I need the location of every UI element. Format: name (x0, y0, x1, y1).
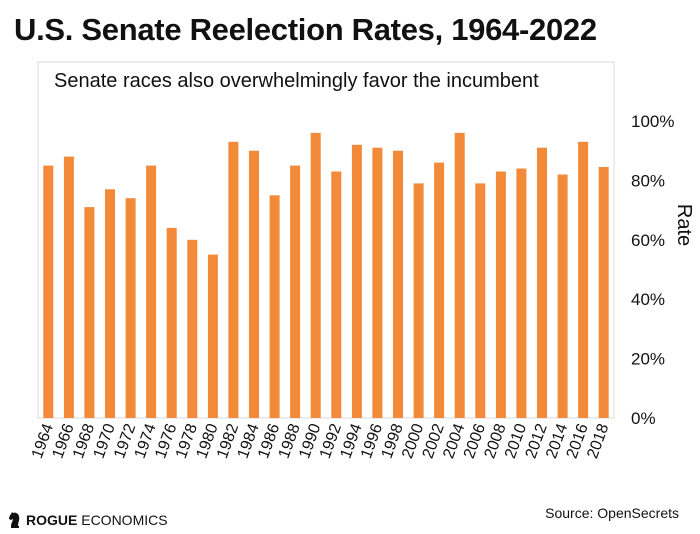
y-tick-label: 80% (631, 171, 665, 190)
bar-2004 (454, 132, 465, 418)
bar-1986 (269, 195, 280, 419)
bar-2010 (516, 168, 527, 418)
bar-1980 (207, 254, 218, 418)
y-tick-label: 100% (631, 112, 674, 131)
bar-1992 (331, 171, 342, 418)
bar-2014 (557, 174, 568, 418)
chart-title: U.S. Senate Reelection Rates, 1964-2022 (14, 12, 597, 47)
bar-1976 (166, 227, 177, 418)
bar-1966 (63, 156, 74, 418)
bar-2012 (537, 147, 547, 418)
bar-1978 (187, 239, 198, 418)
rogue-economics-logo: ROGUE ECONOMICS (8, 509, 168, 531)
bar-1982 (228, 141, 239, 419)
bar-1970 (105, 189, 115, 418)
y-tick-label: 40% (631, 290, 665, 309)
bar-2008 (495, 171, 506, 418)
bar-1968 (84, 207, 95, 418)
bar-1990 (310, 132, 321, 418)
y-tick-label: 60% (631, 231, 665, 250)
x-tick-labels: 1964196619681970197219741976197819801982… (29, 421, 613, 460)
plot-frame (37, 61, 615, 419)
bar-1974 (146, 165, 157, 418)
bar-1994 (351, 144, 362, 419)
logo-suffix: ECONOMICS (81, 512, 168, 528)
y-tick-label: 0% (631, 409, 656, 428)
y-tick-labels: 0% 20% 40% 60% 80% 100% (631, 112, 674, 428)
bar-1988 (290, 165, 301, 418)
source-note: Source: OpenSecrets (545, 505, 679, 521)
bar-2016 (578, 141, 589, 419)
bar-1996 (372, 147, 383, 418)
bar-2002 (434, 162, 445, 418)
bar-1984 (249, 150, 259, 418)
bar-2006 (475, 183, 486, 418)
y-axis-label: Rate (673, 204, 695, 246)
knight-icon (9, 512, 20, 528)
bar-1998 (393, 150, 403, 418)
bar-1972 (125, 198, 136, 418)
bar-2018 (598, 167, 609, 418)
bar-1964 (43, 165, 54, 418)
bar-2000 (413, 183, 424, 418)
logo-brand: ROGUE (26, 512, 78, 528)
chart-subtitle: Senate races also overwhelmingly favor t… (54, 70, 539, 92)
y-tick-label: 20% (631, 350, 665, 369)
bars-group (43, 132, 609, 419)
